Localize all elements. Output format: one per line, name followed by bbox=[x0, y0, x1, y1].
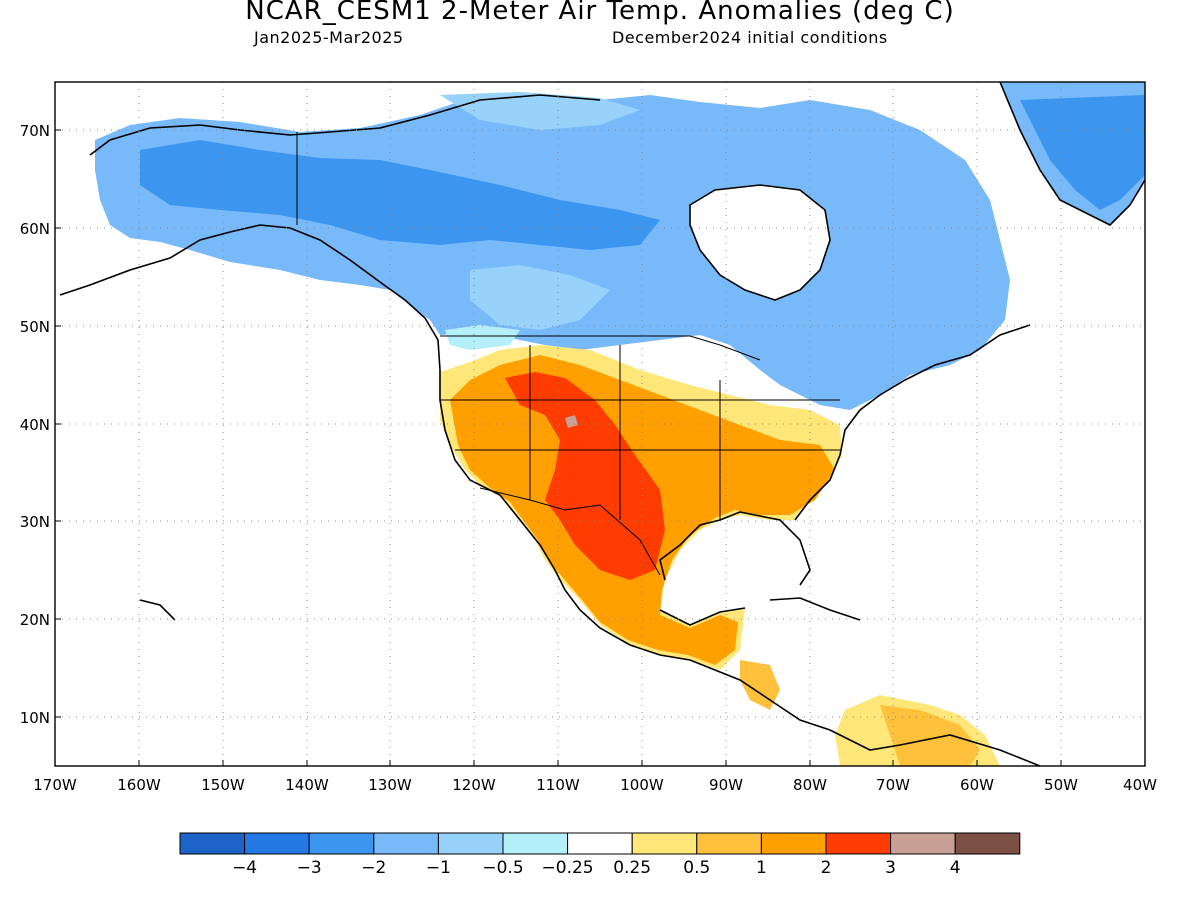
colorbar-swatch bbox=[760, 832, 827, 855]
colorbar-swatch bbox=[890, 832, 956, 855]
colorbar-swatch bbox=[373, 832, 439, 855]
lon-label: 90W bbox=[709, 776, 743, 794]
colorbar-swatch bbox=[696, 832, 762, 855]
colorbar-label: 0.5 bbox=[683, 858, 710, 878]
lon-label: 130W bbox=[368, 776, 412, 794]
colorbar-label: −3 bbox=[297, 858, 322, 878]
colorbar-label: −2 bbox=[361, 858, 386, 878]
colorbar-swatch bbox=[179, 832, 246, 855]
lat-label: 30N bbox=[20, 513, 50, 531]
colorbar-label: −4 bbox=[232, 858, 257, 878]
colorbar-swatch bbox=[631, 832, 698, 855]
colorbar-label: 2 bbox=[821, 858, 832, 878]
colorbar-label: 1 bbox=[756, 858, 767, 878]
lat-label: 40N bbox=[20, 416, 50, 434]
colorbar-swatch bbox=[954, 832, 1021, 855]
lon-label: 120W bbox=[452, 776, 496, 794]
map-title: NCAR_CESM1 2-Meter Air Temp. Anomalies (… bbox=[245, 0, 955, 26]
lon-label: 140W bbox=[285, 776, 329, 794]
lat-label: 60N bbox=[20, 220, 50, 238]
greenland-strong-cold-anomaly bbox=[1020, 95, 1145, 210]
lat-label: 70N bbox=[20, 122, 50, 140]
colorbar-label: −1 bbox=[426, 858, 451, 878]
lat-label: 20N bbox=[20, 611, 50, 629]
south-america-moderate-warm-anomaly bbox=[880, 705, 980, 766]
lat-label: 50N bbox=[20, 318, 50, 336]
lon-label: 60W bbox=[960, 776, 994, 794]
hudson-bay-area bbox=[690, 185, 830, 300]
strong-cold-anomaly-region bbox=[140, 140, 660, 250]
axis-ticks bbox=[54, 129, 1146, 766]
weak-cold-anomaly-region bbox=[445, 325, 520, 350]
colorbar-swatch bbox=[502, 832, 569, 855]
political-borders bbox=[296, 132, 840, 576]
longitude-labels: 170W 160W 150W 140W 130W 120W 110W 100W … bbox=[33, 776, 1157, 794]
lon-label: 170W bbox=[33, 776, 77, 794]
colorbar-label: 0.25 bbox=[613, 858, 651, 878]
colorbar-swatch bbox=[437, 832, 504, 855]
strong-warm-anomaly-region bbox=[505, 372, 665, 580]
forecast-period: Jan2025-Mar2025 bbox=[254, 28, 404, 47]
lon-label: 110W bbox=[536, 776, 580, 794]
weak-cold-anomaly-region bbox=[470, 265, 610, 330]
colorbar-label: −0.25 bbox=[542, 858, 594, 878]
lon-label: 150W bbox=[201, 776, 245, 794]
weak-cold-anomaly-region bbox=[440, 92, 640, 130]
latitude-labels: 70N 60N 50N 40N 30N 20N 10N bbox=[20, 122, 50, 727]
central-america-warm-anomaly bbox=[740, 660, 780, 710]
lat-label: 10N bbox=[20, 709, 50, 727]
lon-label: 50W bbox=[1044, 776, 1078, 794]
colorbar-label: 4 bbox=[950, 858, 961, 878]
colorbar-label: 3 bbox=[885, 858, 896, 878]
lon-label: 40W bbox=[1123, 776, 1157, 794]
map-layers bbox=[55, 82, 1145, 766]
extreme-warm-anomaly-spot bbox=[565, 415, 578, 428]
lon-label: 80W bbox=[793, 776, 827, 794]
colorbar-swatch bbox=[825, 832, 892, 855]
colorbar-swatch bbox=[567, 832, 633, 855]
lon-label: 70W bbox=[876, 776, 910, 794]
lon-label: 160W bbox=[117, 776, 161, 794]
initial-conditions: December2024 initial conditions bbox=[612, 28, 888, 47]
colorbar-swatch bbox=[244, 832, 310, 855]
lon-label: 100W bbox=[620, 776, 664, 794]
colorbar: −4 −3 −2 −1 −0.5 −0.25 0.25 0.5 1 2 3 4 bbox=[179, 832, 1021, 878]
colorbar-label: −0.5 bbox=[482, 858, 523, 878]
colorbar-swatch bbox=[308, 832, 375, 855]
coastlines bbox=[59, 82, 1145, 766]
